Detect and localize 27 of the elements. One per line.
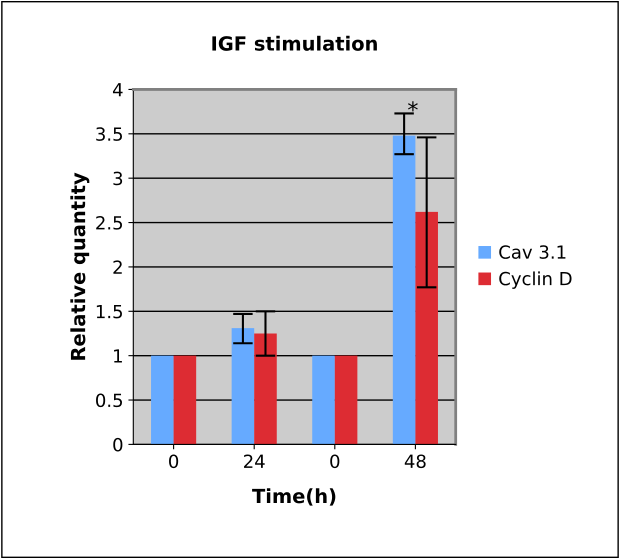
legend-label: Cav 3.1 — [499, 245, 566, 259]
x-axis-title: Time(h) — [252, 488, 336, 506]
x-tick-label: 0 — [169, 454, 178, 468]
y-tick-label: 0 — [113, 438, 122, 452]
y-tick-label: 4 — [112, 83, 123, 96]
bar — [392, 136, 416, 444]
bar — [254, 333, 277, 444]
bar — [312, 356, 335, 444]
y-tick-label: 1.5 — [96, 304, 122, 318]
bar — [232, 328, 254, 444]
chart-title: IGF stimulation — [212, 36, 377, 51]
y-tick-label: 0.5 — [96, 393, 122, 408]
bar — [174, 356, 196, 444]
x-tick-label: 24 — [244, 454, 265, 468]
x-tick-label: 0 — [330, 454, 340, 468]
y-tick-label: 1 — [114, 349, 122, 363]
x-tick-label: 48 — [404, 454, 426, 468]
legend-label: Cyclin D — [499, 271, 572, 289]
y-tick-label: 2 — [113, 260, 122, 274]
y-axis-title: Relative quantity — [70, 172, 90, 360]
bar — [334, 356, 358, 444]
bar — [151, 356, 174, 444]
bar — [415, 212, 438, 444]
y-tick-label: 2.5 — [96, 216, 122, 230]
y-tick-label: 3 — [113, 172, 122, 186]
y-tick-label: 3.5 — [96, 127, 122, 141]
annotation: * — [408, 101, 418, 112]
